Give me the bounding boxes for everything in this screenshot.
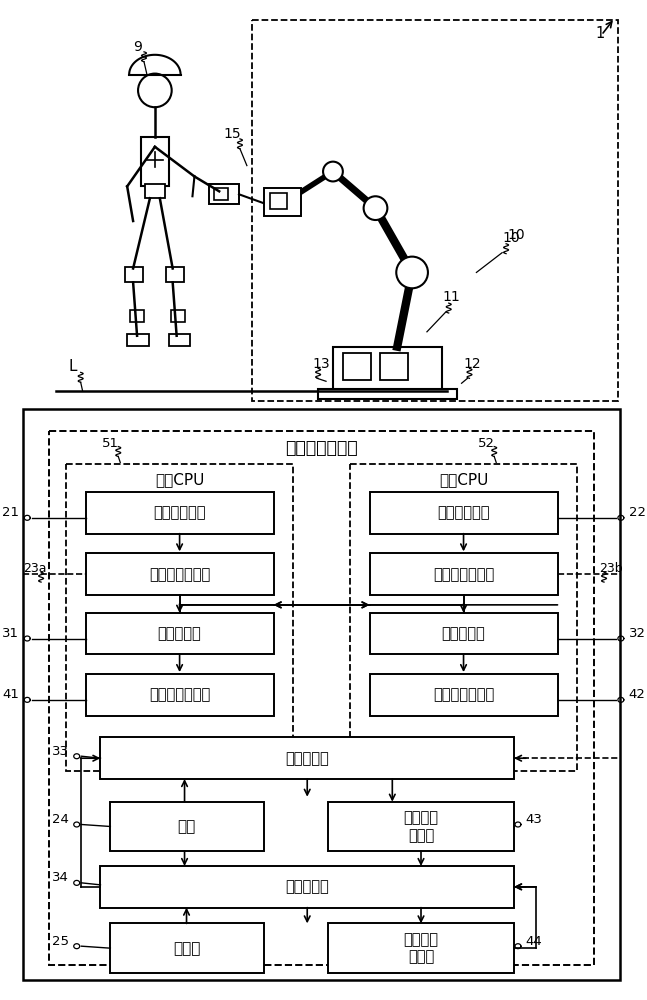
Text: 34: 34 <box>52 871 69 884</box>
Bar <box>127 334 149 346</box>
Bar <box>252 20 618 401</box>
Bar <box>100 737 514 779</box>
Text: 10: 10 <box>507 228 525 242</box>
Text: 23a: 23a <box>23 562 47 575</box>
Text: 13: 13 <box>313 357 330 371</box>
Bar <box>111 802 264 851</box>
Text: 第一比較部: 第一比較部 <box>158 626 201 641</box>
Bar <box>270 193 287 209</box>
Bar <box>145 184 165 198</box>
Text: 22: 22 <box>629 506 646 519</box>
Bar <box>369 674 558 716</box>
Bar <box>111 923 264 973</box>
Bar <box>85 492 274 534</box>
Text: 第二指令輸出部: 第二指令輸出部 <box>433 687 494 702</box>
Circle shape <box>396 257 428 288</box>
Text: 第二偏差計算部: 第二偏差計算部 <box>433 567 494 582</box>
Bar <box>369 492 558 534</box>
Bar <box>369 553 558 595</box>
Text: 程序: 程序 <box>177 819 195 834</box>
Text: 42: 42 <box>629 688 646 701</box>
Text: 25: 25 <box>52 935 69 948</box>
Bar <box>328 802 514 851</box>
Bar <box>350 464 577 771</box>
Text: 第一指令輸出部: 第一指令輸出部 <box>149 687 210 702</box>
Text: 43: 43 <box>526 813 543 826</box>
Text: 33: 33 <box>52 745 69 758</box>
Text: 51: 51 <box>102 437 119 450</box>
Bar <box>125 267 143 282</box>
Bar <box>85 553 274 595</box>
Circle shape <box>323 162 343 181</box>
Text: 9: 9 <box>134 40 142 54</box>
Text: 第二比較部: 第二比較部 <box>442 626 485 641</box>
Bar <box>169 334 190 346</box>
Bar <box>333 347 442 391</box>
Bar <box>23 409 620 980</box>
Bar <box>100 866 514 908</box>
Bar <box>343 353 371 380</box>
Text: 第三比較部: 第三比較部 <box>285 751 329 766</box>
Text: 第一偏差計算部: 第一偏差計算部 <box>149 567 210 582</box>
Text: 44: 44 <box>526 935 543 948</box>
Text: 第一力推定部: 第一力推定部 <box>153 505 206 520</box>
Text: 机器人控制装置: 机器人控制装置 <box>285 439 357 457</box>
Text: 24: 24 <box>52 813 69 826</box>
Bar <box>214 188 228 200</box>
Bar <box>166 267 184 282</box>
Circle shape <box>364 196 388 220</box>
Text: L: L <box>69 359 77 374</box>
Text: 31: 31 <box>3 627 19 640</box>
Text: 23b: 23b <box>599 562 623 575</box>
Text: 12: 12 <box>464 357 481 371</box>
Text: 存儲部: 存儲部 <box>173 941 200 956</box>
Bar <box>380 353 408 380</box>
Bar <box>66 464 293 771</box>
Text: 第四指令
輸出部: 第四指令 輸出部 <box>404 932 439 964</box>
Text: 15: 15 <box>223 127 241 141</box>
Bar <box>49 431 594 965</box>
Text: 第四比較部: 第四比較部 <box>285 879 329 894</box>
Bar <box>369 613 558 654</box>
Text: 10: 10 <box>502 231 520 245</box>
Bar <box>85 674 274 716</box>
Bar <box>318 389 457 399</box>
Bar <box>130 310 144 322</box>
Bar <box>264 188 302 216</box>
Text: 11: 11 <box>443 290 461 304</box>
Text: 21: 21 <box>3 506 19 519</box>
Bar <box>171 310 184 322</box>
Text: 第一CPU: 第一CPU <box>155 472 204 487</box>
Text: 第三指令
輸出部: 第三指令 輸出部 <box>404 810 439 843</box>
Text: 41: 41 <box>3 688 19 701</box>
Bar <box>328 923 514 973</box>
Text: 第二CPU: 第二CPU <box>439 472 488 487</box>
Bar <box>85 613 274 654</box>
Bar <box>141 137 169 186</box>
Text: 52: 52 <box>477 437 495 450</box>
Text: 32: 32 <box>629 627 646 640</box>
Bar <box>209 184 239 204</box>
Text: 第二力推定部: 第二力推定部 <box>437 505 490 520</box>
Text: 1: 1 <box>595 26 605 41</box>
